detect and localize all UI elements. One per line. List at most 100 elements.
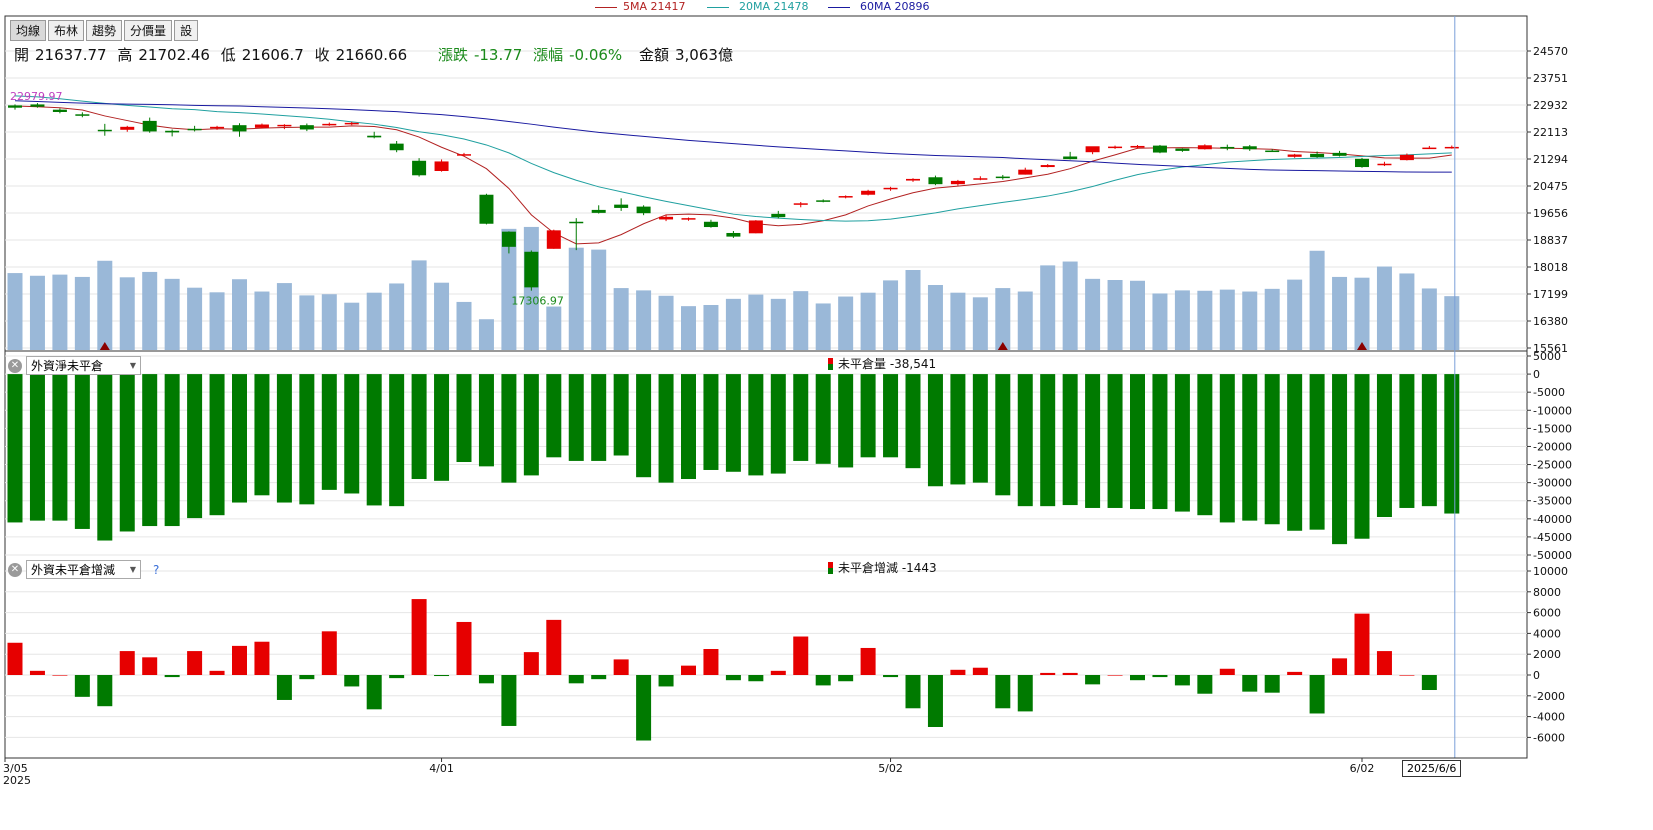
volume-bar bbox=[1376, 266, 1392, 350]
candle-body bbox=[973, 178, 988, 180]
oi-change-panel-title: 未平倉增減 -1443 bbox=[828, 559, 937, 576]
change-bar bbox=[591, 675, 607, 680]
ma-line-60ma bbox=[14, 100, 1452, 173]
change-bar bbox=[725, 675, 741, 681]
volume-bar bbox=[1354, 277, 1370, 350]
candle-body bbox=[52, 109, 67, 112]
volume-bar bbox=[770, 298, 786, 350]
oi-bar bbox=[546, 374, 562, 458]
change-bar bbox=[321, 631, 337, 675]
oi-bar bbox=[1174, 374, 1190, 512]
candle-body bbox=[546, 230, 561, 249]
ma-line-5ma bbox=[14, 105, 1452, 245]
candle-body bbox=[1355, 158, 1369, 168]
oi-tick-label: -5000 bbox=[1533, 386, 1565, 399]
oi-bar bbox=[860, 374, 876, 458]
volume-bar bbox=[905, 270, 921, 350]
tab-bollinger[interactable]: 布林 bbox=[48, 20, 85, 41]
volume-bar bbox=[209, 292, 225, 350]
change-tick-label: 4000 bbox=[1533, 627, 1561, 640]
volume-bar bbox=[1421, 288, 1437, 350]
tab-settings[interactable]: 設 bbox=[174, 20, 199, 41]
oi-bar bbox=[591, 374, 607, 461]
candle-body bbox=[1130, 145, 1145, 148]
change-value: -13.77 bbox=[473, 46, 523, 64]
oi-tick-label: -40000 bbox=[1533, 513, 1572, 526]
oi-tick-label: -35000 bbox=[1533, 495, 1572, 508]
change-bar bbox=[1354, 613, 1370, 675]
candle-body bbox=[479, 194, 494, 224]
oi-change-indicator-select[interactable]: 外資未平倉增減 ▼ bbox=[26, 560, 141, 579]
help-icon[interactable]: ? bbox=[153, 562, 160, 577]
price-tick-label: 15561 bbox=[1533, 342, 1568, 355]
oi-bar bbox=[209, 374, 225, 516]
oi-bar bbox=[1040, 374, 1056, 507]
volume-bar bbox=[411, 260, 427, 350]
tab-moving-average[interactable]: 均線 bbox=[10, 20, 47, 41]
change-bar bbox=[119, 651, 135, 675]
volume-bar bbox=[321, 294, 337, 350]
candle-body bbox=[883, 187, 898, 190]
candle-body bbox=[412, 160, 427, 176]
oi-bar bbox=[344, 374, 360, 494]
volume-bar bbox=[1017, 291, 1033, 350]
legend-ma60-label: 60MA 20896 bbox=[860, 0, 930, 13]
change-bar bbox=[1287, 671, 1303, 675]
volume-bar bbox=[389, 283, 405, 350]
change-bar bbox=[793, 636, 809, 675]
change-bar bbox=[546, 619, 562, 675]
oi-bar bbox=[1017, 374, 1033, 507]
change-bar bbox=[568, 675, 584, 684]
candle-body bbox=[1399, 154, 1414, 161]
signal-marker bbox=[99, 342, 110, 350]
change-bar bbox=[276, 675, 292, 700]
volume-bar bbox=[97, 260, 113, 350]
change-bar bbox=[1062, 672, 1078, 675]
change-label: 漲跌 bbox=[437, 46, 468, 64]
change-tick-label: -2000 bbox=[1533, 690, 1565, 703]
oi-bar bbox=[501, 374, 517, 483]
volume-bar bbox=[950, 292, 966, 350]
candle-body bbox=[30, 104, 45, 107]
signal-marker bbox=[1357, 342, 1367, 350]
candle-body bbox=[1040, 165, 1055, 168]
close-panel-icon[interactable]: ✕ bbox=[8, 358, 22, 373]
candle-body bbox=[1018, 169, 1033, 175]
candle-body bbox=[928, 177, 943, 185]
change-bar bbox=[164, 675, 180, 678]
oi-bar bbox=[411, 374, 427, 480]
volume-bar bbox=[1197, 290, 1213, 350]
candle-body bbox=[299, 125, 314, 130]
oi-bar bbox=[1152, 374, 1168, 510]
volume-bar bbox=[187, 287, 203, 350]
open-value: 21637.77 bbox=[35, 46, 107, 64]
oi-change-indicator-select-value: 外資未平倉增減 bbox=[31, 563, 116, 577]
change-bar bbox=[681, 665, 696, 675]
volume-bar bbox=[546, 306, 562, 350]
oi-panel-controls: ✕ 外資淨未平倉 ▼ bbox=[8, 356, 141, 375]
volume-bar bbox=[1130, 280, 1145, 350]
oi-indicator-select[interactable]: 外資淨未平倉 ▼ bbox=[26, 356, 141, 375]
oi-indicator-select-value: 外資淨未平倉 bbox=[31, 359, 104, 373]
volume-bar bbox=[815, 303, 831, 350]
oi-bar bbox=[568, 374, 584, 461]
candle-body bbox=[254, 124, 269, 128]
volume-bar bbox=[74, 276, 90, 350]
oi-change-panel-title-text: 未平倉增減 -1443 bbox=[838, 561, 937, 575]
volume-bar bbox=[995, 288, 1011, 350]
tab-trend[interactable]: 趨勢 bbox=[86, 20, 123, 41]
volume-bar bbox=[478, 319, 494, 350]
volume-bar bbox=[164, 278, 180, 350]
change-bar bbox=[232, 645, 247, 675]
oi-bar bbox=[434, 374, 450, 481]
tab-volume-profile[interactable]: 分價量 bbox=[124, 20, 173, 41]
oi-change-panel-controls: ✕ 外資未平倉增減 ▼ ? bbox=[8, 560, 159, 579]
oi-bar bbox=[793, 374, 809, 461]
close-panel-icon[interactable]: ✕ bbox=[8, 562, 22, 577]
close-label: 收 bbox=[314, 46, 330, 64]
candle-body bbox=[636, 206, 651, 214]
oi-bar bbox=[1197, 374, 1213, 516]
volume-bar bbox=[299, 295, 315, 350]
volume-bar bbox=[568, 247, 584, 350]
